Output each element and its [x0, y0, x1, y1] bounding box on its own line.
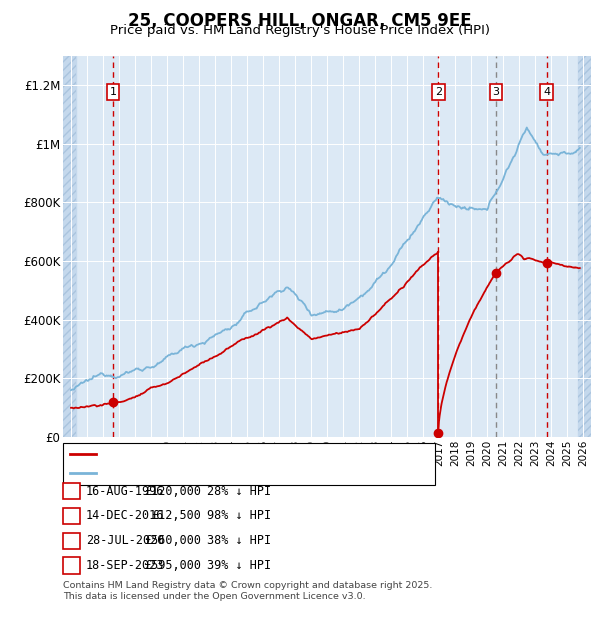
Text: 38% ↓ HPI: 38% ↓ HPI — [207, 534, 271, 547]
Bar — [578, 56, 591, 437]
Text: 25, COOPERS HILL, ONGAR, CM5 9EE: 25, COOPERS HILL, ONGAR, CM5 9EE — [128, 12, 472, 30]
Text: 28-JUL-2020: 28-JUL-2020 — [86, 534, 164, 547]
Text: £595,000: £595,000 — [144, 559, 201, 572]
Text: 16-AUG-1996: 16-AUG-1996 — [86, 485, 164, 497]
Text: 39% ↓ HPI: 39% ↓ HPI — [207, 559, 271, 572]
Text: 18-SEP-2023: 18-SEP-2023 — [86, 559, 164, 572]
Text: 2: 2 — [68, 510, 75, 522]
Text: £120,000: £120,000 — [144, 485, 201, 497]
Bar — [63, 56, 76, 437]
Text: This data is licensed under the Open Government Licence v3.0.: This data is licensed under the Open Gov… — [63, 592, 365, 601]
Text: Contains HM Land Registry data © Crown copyright and database right 2025.: Contains HM Land Registry data © Crown c… — [63, 581, 433, 590]
Text: 98% ↓ HPI: 98% ↓ HPI — [207, 510, 271, 522]
Bar — [578, 56, 591, 437]
Text: 3: 3 — [68, 534, 75, 547]
Text: £12,500: £12,500 — [151, 510, 201, 522]
Text: 3: 3 — [493, 87, 500, 97]
Text: 25, COOPERS HILL, ONGAR, CM5 9EE (detached house): 25, COOPERS HILL, ONGAR, CM5 9EE (detach… — [101, 450, 409, 459]
Text: 4: 4 — [68, 559, 75, 572]
Text: 28% ↓ HPI: 28% ↓ HPI — [207, 485, 271, 497]
Text: 4: 4 — [543, 87, 550, 97]
Text: Price paid vs. HM Land Registry's House Price Index (HPI): Price paid vs. HM Land Registry's House … — [110, 24, 490, 37]
Text: 1: 1 — [68, 485, 75, 497]
Text: £560,000: £560,000 — [144, 534, 201, 547]
Text: HPI: Average price, detached house, Epping Forest: HPI: Average price, detached house, Eppi… — [101, 468, 383, 478]
Bar — [63, 56, 76, 437]
Text: 2: 2 — [434, 87, 442, 97]
Text: 14-DEC-2016: 14-DEC-2016 — [86, 510, 164, 522]
Text: 1: 1 — [109, 87, 116, 97]
